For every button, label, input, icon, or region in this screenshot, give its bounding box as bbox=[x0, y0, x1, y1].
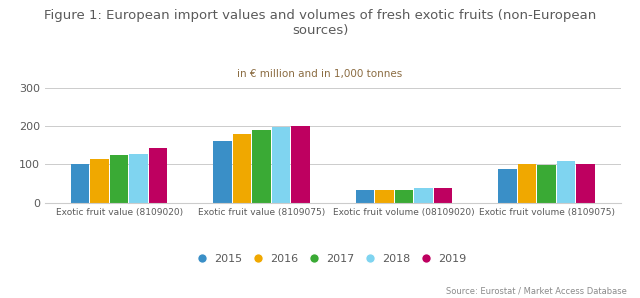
Bar bbox=[499, 169, 517, 203]
Bar bbox=[538, 165, 556, 203]
Bar bbox=[356, 190, 374, 203]
Bar bbox=[129, 154, 148, 203]
Bar bbox=[376, 190, 394, 203]
Bar bbox=[576, 164, 595, 203]
Text: Figure 1: European import values and volumes of fresh exotic fruits (non-Europea: Figure 1: European import values and vol… bbox=[44, 9, 596, 37]
Text: Source: Eurostat / Market Access Database: Source: Eurostat / Market Access Databas… bbox=[446, 286, 627, 295]
Bar bbox=[214, 141, 232, 203]
Text: in € million and in 1,000 tonnes: in € million and in 1,000 tonnes bbox=[237, 69, 403, 79]
Bar bbox=[518, 164, 536, 203]
Bar bbox=[252, 130, 271, 203]
Bar bbox=[395, 190, 413, 203]
Legend: 2015, 2016, 2017, 2018, 2019: 2015, 2016, 2017, 2018, 2019 bbox=[200, 254, 466, 264]
Bar bbox=[272, 128, 290, 203]
Bar bbox=[557, 162, 575, 203]
Bar bbox=[233, 134, 252, 203]
Bar bbox=[71, 164, 90, 203]
Bar bbox=[110, 155, 128, 203]
Bar bbox=[90, 159, 109, 203]
Bar bbox=[291, 125, 310, 203]
Bar bbox=[148, 148, 167, 203]
Bar bbox=[414, 188, 433, 203]
Bar bbox=[434, 188, 452, 203]
